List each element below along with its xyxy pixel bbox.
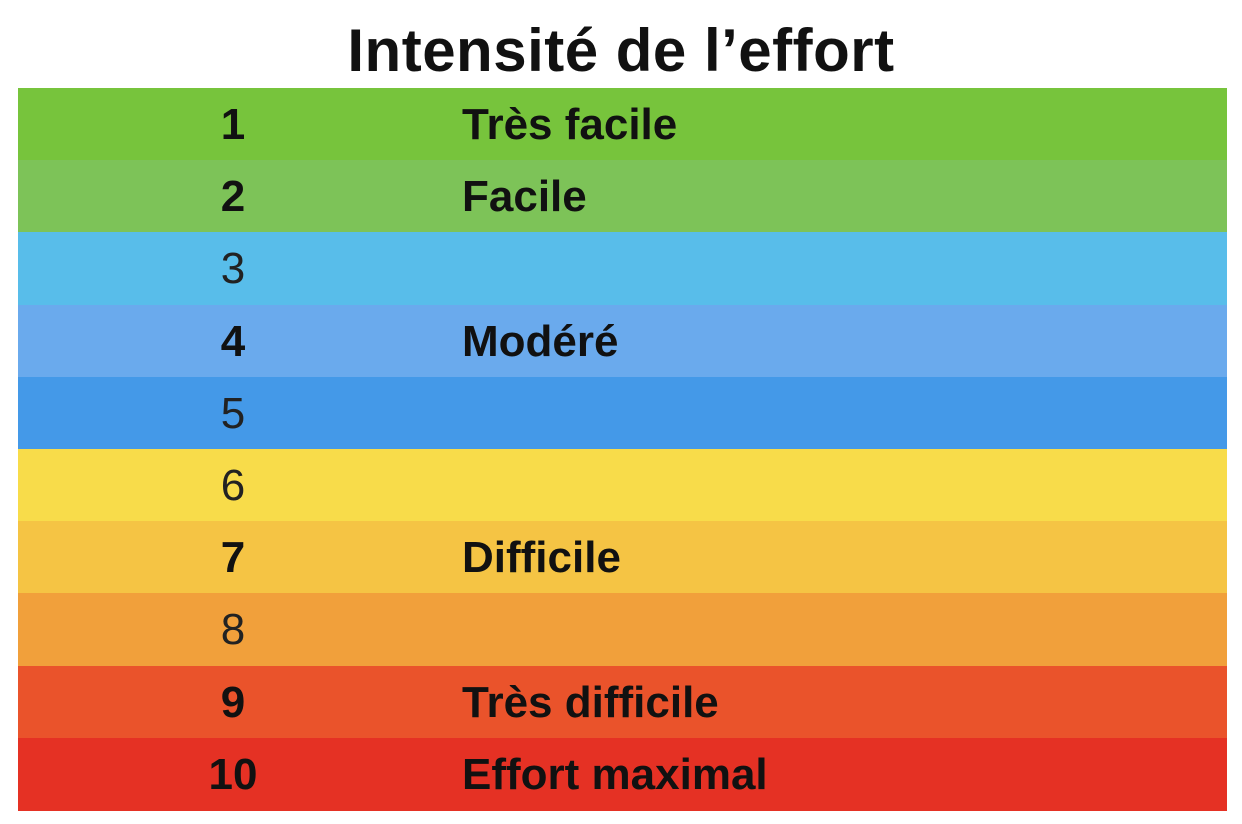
level-label: Très difficile xyxy=(462,677,719,727)
scale-row-8: 8 xyxy=(18,593,1227,667)
level-number: 6 xyxy=(220,461,246,510)
level-number: 8 xyxy=(220,605,246,655)
scale-row-7: 7 Difficile xyxy=(18,521,1227,595)
page-title: Intensité de l’effort xyxy=(347,17,895,84)
level-label: Difficile xyxy=(462,533,621,583)
scale-row-6: 6 xyxy=(18,449,1227,522)
level-label: Très facile xyxy=(462,100,678,149)
level-number: 5 xyxy=(220,388,246,438)
level-number: 3 xyxy=(220,244,246,294)
effort-scale: 1 Très facile 2 Facile 3 4 Modéré 5 6 7 … xyxy=(18,88,1227,811)
level-number: 1 xyxy=(220,100,246,149)
scale-row-9: 9 Très difficile xyxy=(18,665,1227,739)
scale-row-1: 1 Très facile xyxy=(18,88,1227,161)
level-number: 9 xyxy=(220,677,246,727)
scale-row-2: 2 Facile xyxy=(18,160,1227,234)
level-number: 2 xyxy=(220,172,246,222)
scale-row-4: 4 Modéré xyxy=(18,304,1227,378)
level-label: Modéré xyxy=(462,316,619,366)
level-number: 7 xyxy=(220,533,246,583)
scale-row-10: 10 Effort maximal xyxy=(18,737,1227,811)
level-number: 10 xyxy=(208,749,258,799)
level-label: Effort maximal xyxy=(462,749,768,799)
level-number: 4 xyxy=(220,316,246,366)
level-label: Facile xyxy=(462,172,587,222)
scale-row-5: 5 xyxy=(18,376,1227,450)
scale-row-3: 3 xyxy=(18,232,1227,306)
